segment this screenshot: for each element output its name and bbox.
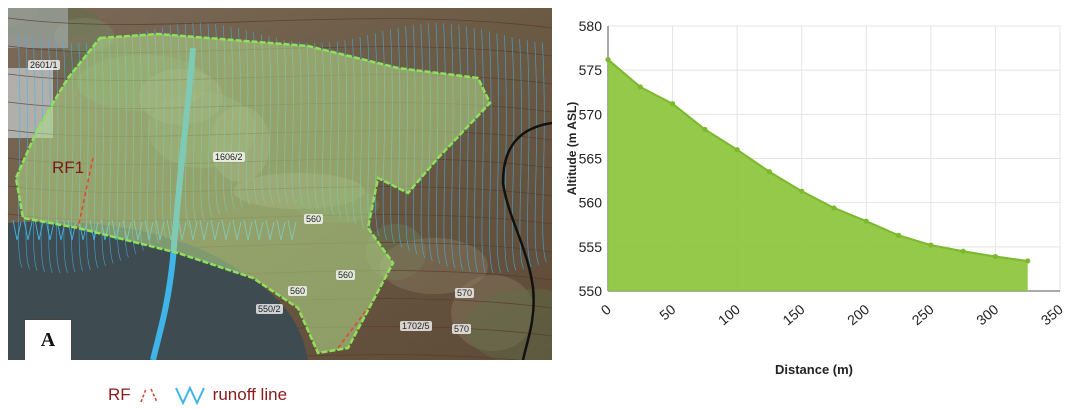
pond: [8, 221, 308, 360]
legend-rf-label: RF: [108, 385, 131, 404]
y-tick-label: 580: [579, 18, 603, 34]
x-tick-label: 250: [909, 301, 937, 328]
runoff-line: [443, 23, 448, 267]
data-point: [895, 232, 902, 238]
terrain-patch: [380, 238, 488, 294]
parcel-label: 1702/5: [400, 321, 432, 331]
data-point: [637, 84, 643, 90]
data-point: [799, 188, 805, 194]
data-point: [734, 147, 740, 153]
y-tick-label: 565: [579, 151, 603, 167]
data-point: [702, 126, 708, 132]
parcel-label: 1606/2: [213, 152, 245, 162]
legend-runoff-label: runoff line: [212, 385, 288, 404]
series-line: [607, 58, 1028, 262]
parcel-label: 560: [288, 286, 308, 296]
runoff-line: [526, 40, 532, 268]
x-tick-label: 50: [656, 301, 678, 323]
runoff-line: [534, 41, 540, 265]
runoff-line: [481, 29, 486, 274]
panel-label: A: [24, 319, 72, 360]
x-tick-label: 0: [598, 301, 614, 318]
red-dashed-lines-icon: [139, 388, 158, 403]
parcel-label: 570: [452, 324, 472, 334]
runoff-line: [450, 23, 456, 269]
road-line: [501, 121, 552, 360]
runoff-line: [428, 23, 433, 262]
x-tick-label: 350: [1038, 301, 1066, 328]
parcel-label: 560: [304, 214, 324, 224]
data-point: [669, 101, 676, 107]
area-label-rf1: RF1: [52, 158, 85, 177]
parcel-label: 550/2: [256, 304, 283, 314]
x-tick-label: 100: [715, 301, 743, 328]
data-point: [831, 205, 837, 211]
y-tick-label: 570: [579, 106, 603, 122]
x-tick-label: 200: [844, 301, 872, 328]
blue-lines-icon: [174, 385, 205, 405]
data-point: [605, 56, 611, 63]
series-area: [608, 59, 1028, 291]
data-point: [928, 242, 934, 248]
data-point: [766, 169, 773, 175]
contour-line: [8, 17, 552, 29]
parcel-label: 570: [455, 288, 475, 298]
y-tick-label: 560: [579, 195, 603, 211]
runoff-line: [420, 23, 426, 259]
x-tick-label: 150: [779, 301, 807, 328]
runoff-line: [435, 22, 441, 264]
x-axis-label: Distance (m): [775, 362, 853, 377]
data-point: [1025, 258, 1031, 264]
runoff-line: [519, 38, 524, 270]
rf1-area: [14, 32, 492, 355]
data-point: [863, 218, 869, 224]
runoff-line: [23, 219, 33, 241]
runoff-line: [473, 27, 479, 273]
rf-line: [77, 157, 94, 229]
y-tick-label: 575: [579, 62, 603, 78]
chart-svg: 550 555 560 565 570 575 580 0 50 100 150 200 250 300 3…: [565, 18, 1066, 377]
data-point: [992, 253, 999, 260]
runoff-line: [12, 219, 22, 241]
terrain-patch: [465, 289, 552, 360]
runoff-line: [56, 219, 66, 241]
rf-line-2: [337, 307, 369, 349]
runoff-line: [458, 24, 464, 271]
building-roofs: [8, 8, 68, 48]
runoff-line: [34, 219, 44, 241]
runoff-line: [496, 33, 502, 273]
data-point: [960, 248, 966, 254]
runoff-line: [511, 37, 517, 271]
runoff-line: [542, 42, 547, 263]
y-axis-label: Altitude (m ASL): [565, 102, 579, 196]
aerial-map: [8, 8, 552, 360]
parcel-label: 2601/1: [28, 60, 60, 70]
runoff-line: [466, 26, 471, 272]
runoff-line: [45, 219, 55, 241]
x-tick-label: 300: [973, 301, 1001, 328]
runoff-line: [488, 31, 494, 274]
map-panel: A RF1 2601/1 1606/2 560 560 560 550/2 17…: [8, 8, 552, 360]
y-tick-label: 550: [579, 283, 603, 299]
map-legend: RF runoff line: [108, 384, 287, 406]
parcel-label: 560: [336, 270, 356, 280]
altitude-profile-chart: 550 555 560 565 570 575 580 0 50 100 150 200 250 300 3…: [560, 8, 1075, 400]
y-tick-label: 555: [579, 239, 603, 255]
